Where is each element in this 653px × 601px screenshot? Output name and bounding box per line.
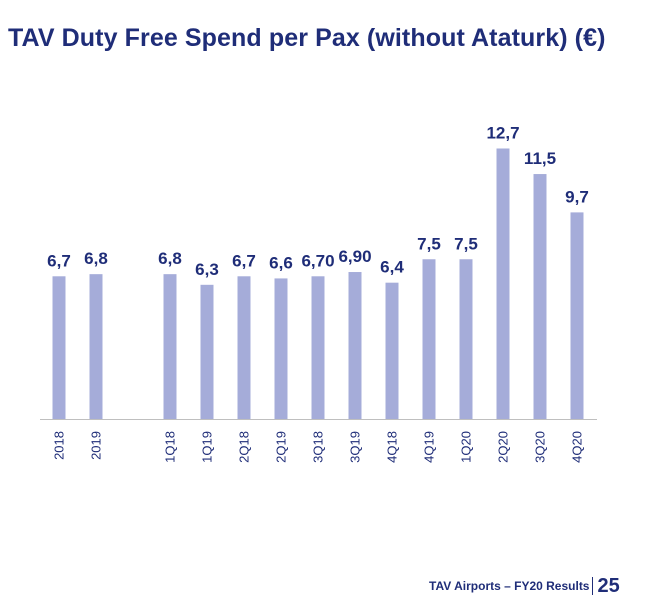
bar — [386, 283, 399, 419]
bar — [90, 274, 103, 419]
x-tick-label: 2Q20 — [496, 431, 511, 463]
data-label: 7,5 — [417, 234, 441, 253]
bar — [312, 276, 325, 419]
data-label: 6,70 — [301, 251, 334, 270]
x-tick-label: 4Q19 — [422, 431, 437, 463]
bar — [460, 259, 473, 419]
data-label: 9,7 — [565, 187, 589, 206]
bar — [238, 276, 251, 419]
bar — [275, 278, 288, 419]
data-label: 6,4 — [380, 258, 404, 277]
bar — [534, 174, 547, 419]
data-label: 6,7 — [47, 251, 71, 270]
x-tick-label: 3Q19 — [348, 431, 363, 463]
bar — [571, 212, 584, 419]
data-label: 6,7 — [232, 251, 256, 270]
bar — [164, 274, 177, 419]
bar-chart: 6,7 2018 6,8 2019 6,8 1Q18 6,3 1Q19 6,7 2Q18 6,6 2Q… — [0, 0, 653, 560]
footer-text: TAV Airports – FY20 Results — [429, 579, 589, 593]
x-tick-label: 2019 — [89, 431, 104, 460]
data-label: 6,6 — [269, 253, 293, 272]
data-label: 6,8 — [158, 249, 182, 268]
x-tick-label: 1Q19 — [200, 431, 215, 463]
data-label: 6,3 — [195, 260, 219, 279]
data-label: 6,8 — [84, 249, 108, 268]
x-tick-label: 1Q18 — [163, 431, 178, 463]
bar — [497, 148, 510, 419]
data-label: 12,7 — [486, 123, 519, 142]
bar — [349, 272, 362, 419]
x-tick-label: 2Q19 — [274, 431, 289, 463]
footer-separator — [592, 577, 593, 595]
x-tick-label: 2Q18 — [237, 431, 252, 463]
data-label: 6,90 — [338, 247, 371, 266]
x-tick-label: 4Q18 — [385, 431, 400, 463]
x-tick-label: 3Q18 — [311, 431, 326, 463]
x-tick-label: 1Q20 — [459, 431, 474, 463]
page-number: 25 — [597, 575, 619, 598]
footer: TAV Airports – FY20 Results 25 — [429, 573, 620, 599]
x-tick-label: 2018 — [52, 431, 67, 460]
data-label: 11,5 — [524, 149, 556, 168]
bar — [53, 276, 66, 419]
x-tick-label: 4Q20 — [570, 431, 585, 463]
bar — [201, 285, 214, 419]
bar — [423, 259, 436, 419]
data-label: 7,5 — [454, 234, 478, 253]
x-tick-label: 3Q20 — [533, 431, 548, 463]
